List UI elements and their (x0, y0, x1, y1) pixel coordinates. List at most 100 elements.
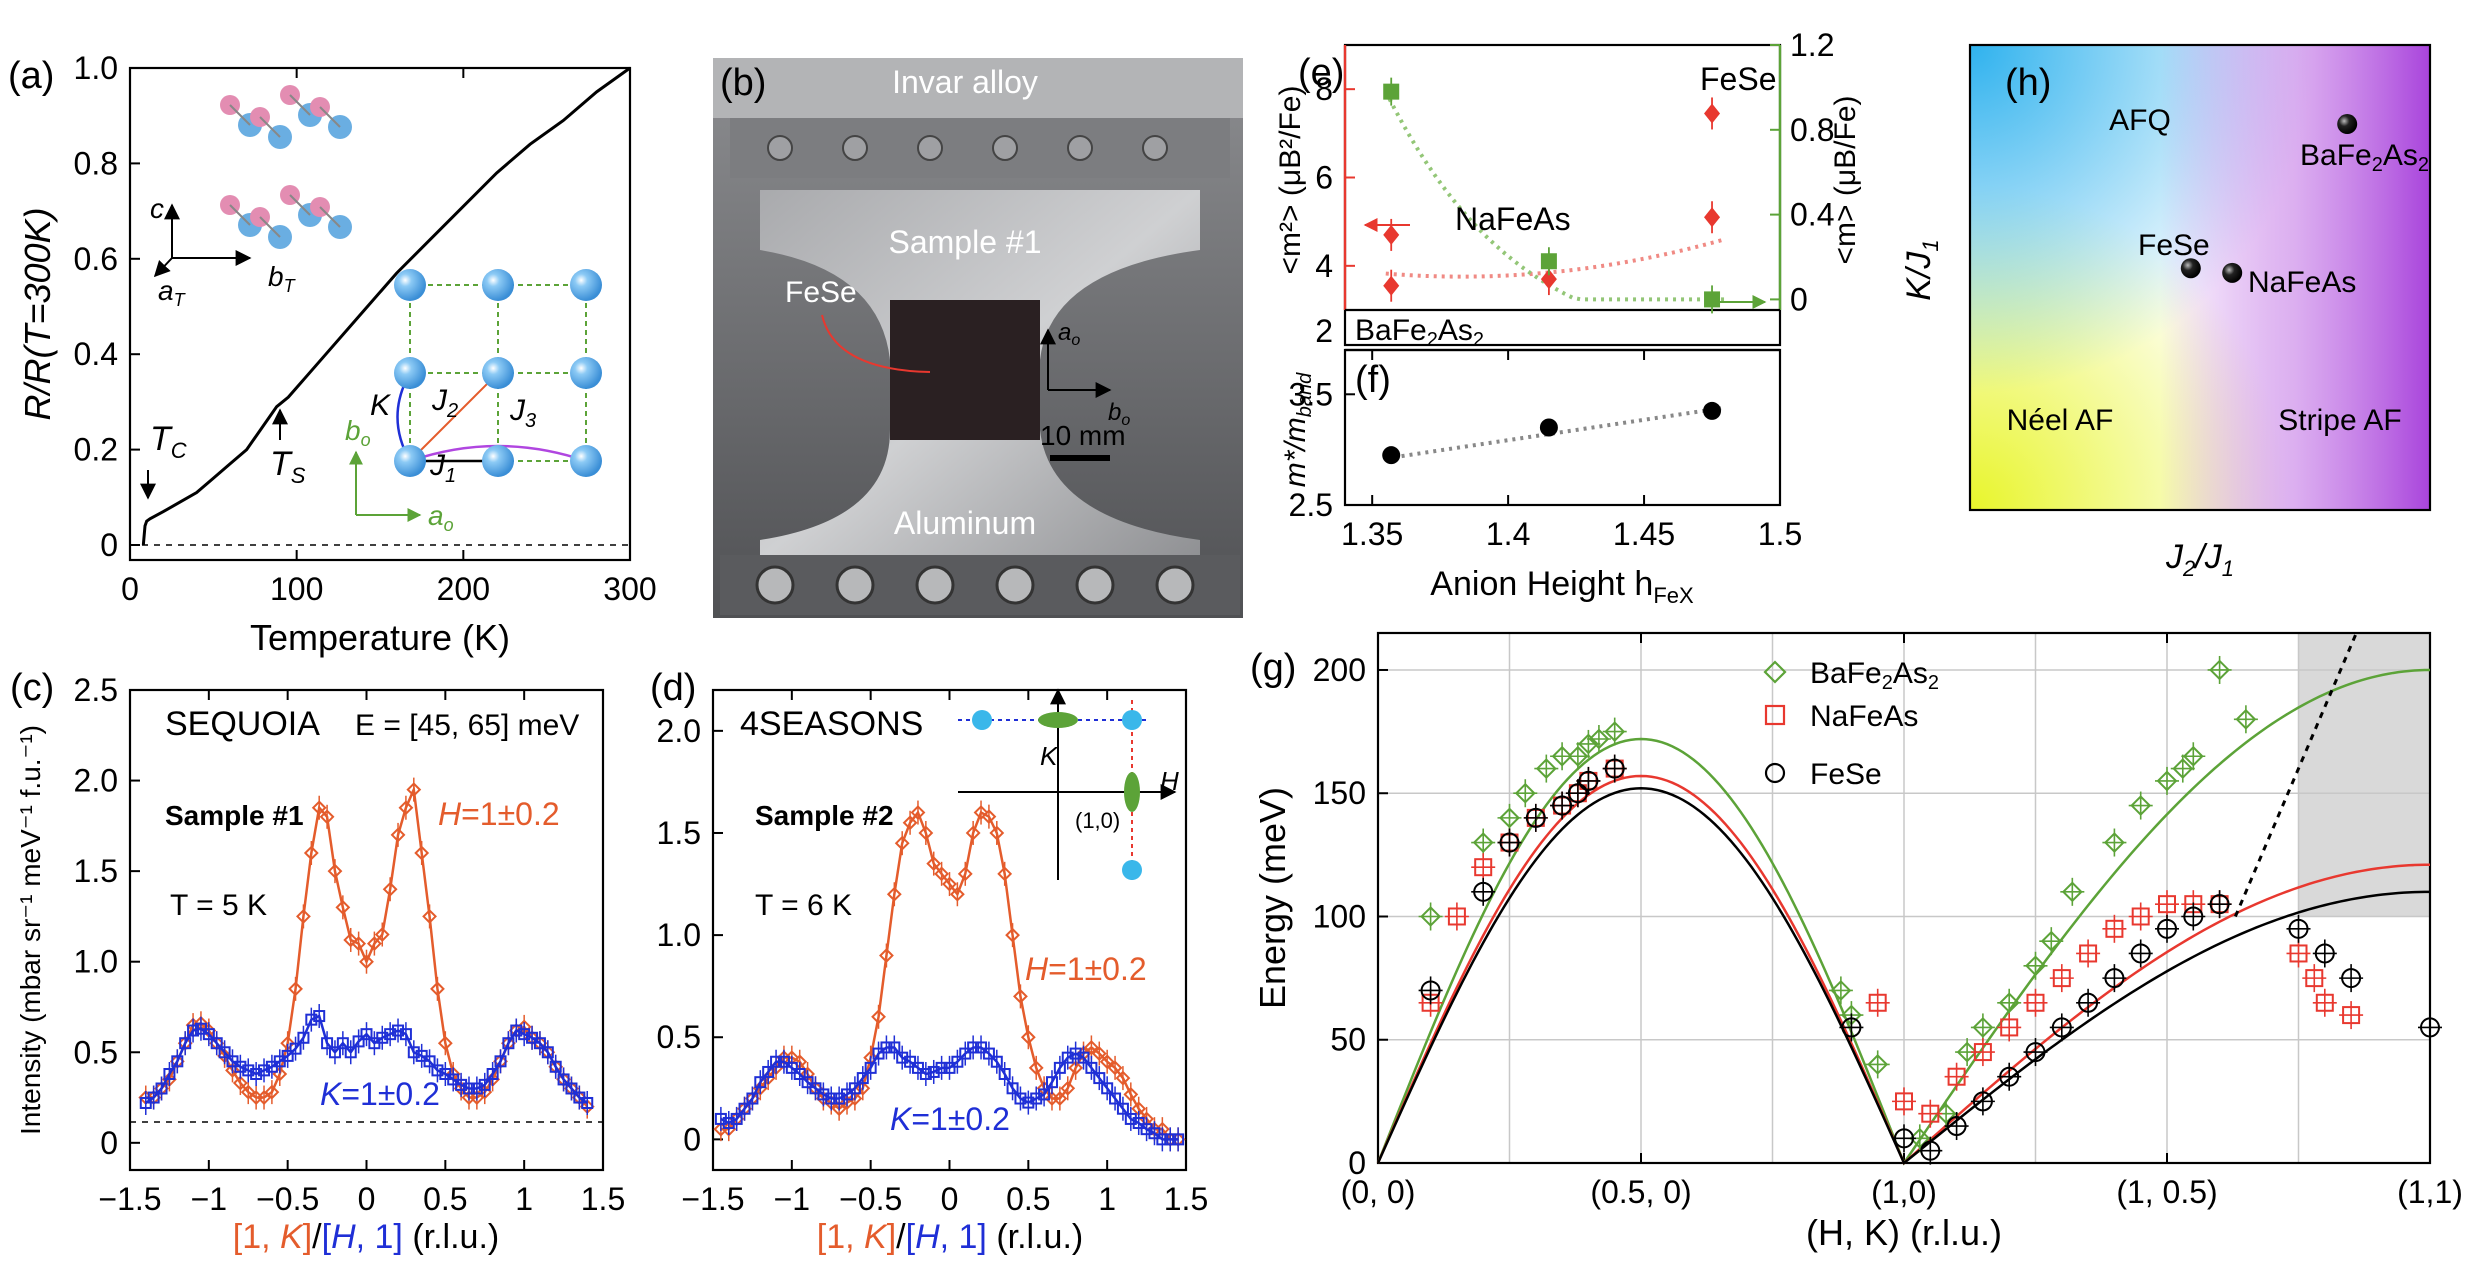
data-point (1020, 1029, 1036, 1045)
data-point (549, 1060, 562, 1073)
data-point (894, 835, 910, 851)
data-point (1420, 906, 1442, 927)
panel-g-xtick-label: (1,0) (1871, 1174, 1937, 1210)
data-point (904, 1055, 917, 1068)
panel-d-ytick-label: 0.5 (657, 1019, 701, 1055)
data-point (2289, 944, 2308, 963)
mass-fit-line (1385, 405, 1726, 461)
panel-d-ticks: −1.5 −1 −0.5 0 0.5 1 1.5 0 0.5 1.0 1.5 2.0 (657, 690, 1208, 1217)
panel-g-ytick-label: 0 (1348, 1145, 1366, 1181)
panel-c-xtick-label: 1 (515, 1181, 533, 1217)
phase-nafeas-label: NaFeAs (2248, 266, 2356, 299)
panel-a-ylabel: R/R(T=300K) (17, 207, 58, 420)
data-point (1972, 1091, 1993, 1112)
panel-d: (d) −1.5 −1 −0.5 0 0.5 1 1.5 0 0.5 1.0 1.5 2.0 4SEA… (650, 667, 1208, 1256)
panel-e-ytick-left-label: 8 (1315, 71, 1333, 107)
legend-bafe2as2-label: BaFe2As2 (1810, 657, 1939, 694)
data-point (879, 948, 894, 963)
lattice-inset (394, 269, 602, 477)
data-point (935, 1061, 948, 1074)
panel-g-xtick-label: (1, 0.5) (2116, 1174, 2217, 1210)
data-point (911, 1061, 924, 1074)
data-point (880, 1041, 893, 1054)
panel-a-xtick-label: 300 (603, 571, 656, 607)
data-point (384, 1028, 397, 1041)
data-point (2130, 795, 2152, 816)
data-point (943, 1061, 956, 1074)
panel-d-K-label: K=1±0.2 (890, 1101, 1010, 1137)
data-point (730, 1112, 743, 1125)
data-point (785, 1061, 798, 1074)
data-point (959, 1047, 972, 1060)
data-point (1567, 745, 1589, 767)
panel-g-ytick-label: 150 (1313, 775, 1366, 811)
panel-e-label: (e) (1298, 52, 1344, 94)
lattice-fe-atom (570, 357, 602, 389)
data-point (1867, 1053, 1889, 1075)
data-point (997, 866, 1013, 882)
data-point (1956, 1041, 1978, 1063)
data-point (311, 800, 327, 816)
bolt (992, 135, 1018, 161)
photo-lower-clamp (720, 555, 1240, 615)
phase-point (2337, 114, 2358, 135)
data-point (746, 1092, 759, 1105)
panel-g-xtick-label: (1,1) (2397, 1174, 2463, 1210)
panel-h-xlabel: J2/J1 (2165, 538, 2234, 581)
data-point (1499, 832, 1520, 853)
data-point (1909, 1127, 1931, 1149)
bolt (917, 135, 943, 161)
photo-invar-label: Invar alloy (892, 64, 1038, 100)
data-point (926, 856, 942, 872)
panel-d-xtick-label: −1.5 (681, 1181, 744, 1217)
data-point (919, 1068, 932, 1080)
data-point (847, 1091, 863, 1106)
panel-h-frame (1968, 43, 2432, 512)
data-point (1156, 1133, 1169, 1146)
data-point (398, 800, 414, 816)
data-point (2104, 968, 2125, 989)
data-point (232, 1075, 248, 1091)
data-point (872, 1047, 885, 1060)
data-point (1604, 721, 1626, 743)
phase-bafe2as2-label: BaFe2As2 (2300, 139, 2429, 176)
region-stripe: Stripe AF (2278, 404, 2401, 437)
photo-scale-label: 10 mm (1040, 420, 1126, 451)
mass-point (1539, 418, 1558, 437)
inset-spot-5 (1124, 772, 1140, 812)
mass-point (1382, 446, 1401, 465)
lattice-fe-atom (482, 445, 514, 477)
data-point (1053, 1061, 1066, 1074)
data-point (565, 1082, 578, 1095)
data-point (502, 1037, 515, 1050)
panel-g-legend: BaFe2As2 NaFeAs FeSe (1763, 657, 1939, 791)
data-point (855, 1080, 871, 1096)
data-point (147, 1091, 160, 1104)
data-point (910, 805, 926, 820)
lattice-fe-atom (394, 357, 426, 389)
panel-a-frame (128, 66, 632, 562)
lattice-fe-atom (394, 269, 426, 301)
data-point (2026, 993, 2045, 1012)
panel-a-ytick-label: 0.8 (74, 145, 118, 181)
data-point (871, 1009, 886, 1025)
fese-fit (1376, 787, 2431, 1165)
data-point (902, 815, 918, 831)
data-point (2420, 1017, 2440, 1038)
panel-e-ytick-right-label: 0.4 (1790, 197, 1834, 233)
photo-fese-pointer (821, 314, 931, 373)
panel-c-series (138, 777, 595, 1119)
data-point (801, 1076, 814, 1089)
data-point (392, 1024, 405, 1037)
bolt (835, 565, 875, 605)
data-point (1077, 1051, 1090, 1064)
lattice-fe-atom (482, 269, 514, 301)
panel-h: (h) AFQ Néel AF Stripe AF BaFe2As2 FeSe … (1900, 43, 2432, 581)
data-point (886, 886, 902, 902)
m-point (1704, 291, 1721, 308)
data-point (2156, 770, 2178, 792)
data-point (831, 1101, 847, 1117)
data-point (1038, 1088, 1051, 1101)
data-point (990, 1055, 1003, 1068)
data-point (297, 1031, 310, 1044)
